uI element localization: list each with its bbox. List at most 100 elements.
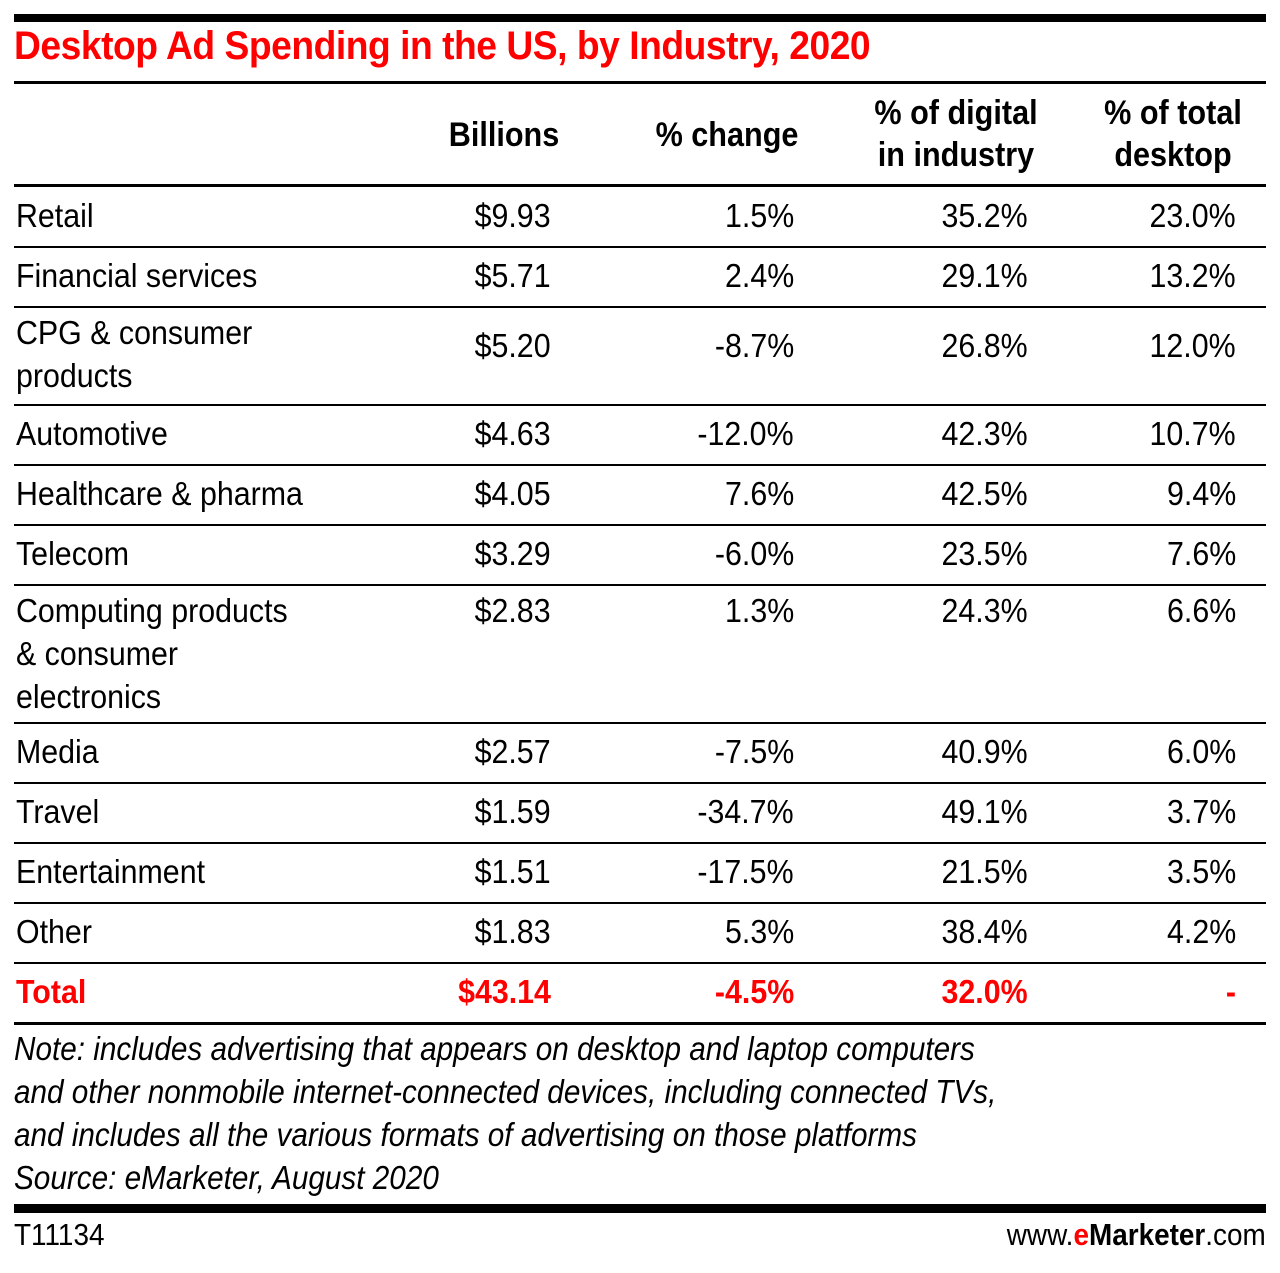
row-label: Entertainment (16, 850, 205, 893)
row-label: Telecom (16, 532, 129, 575)
note-line: and includes all the various formats of … (14, 1116, 918, 1153)
cell-billions: $43.14 (458, 973, 551, 1010)
cell-pct-change: -34.7% (697, 793, 794, 830)
cell-pct-change: -7.5% (714, 733, 794, 770)
cell-pct-change: -4.5% (714, 973, 794, 1010)
row-divider (14, 902, 1266, 904)
cell-pct-total-desktop: 3.5% (1166, 853, 1236, 890)
cell-pct-digital: 29.1% (941, 257, 1028, 294)
cell-pct-total-desktop: 9.4% (1166, 475, 1236, 512)
column-header: % of digital in industry (821, 92, 1091, 176)
row-label-line: & consumer (16, 635, 178, 672)
brand-e: e (1073, 1217, 1090, 1252)
cell-billions: $5.20 (475, 327, 551, 364)
cell-billions: $2.83 (475, 592, 551, 629)
table-row: Automotive $4.63 -12.0% 42.3% 10.7% (14, 404, 1266, 464)
cell-pct-change: -12.0% (697, 415, 794, 452)
row-label-line: CPG & consumer (16, 314, 253, 351)
title-rule (14, 81, 1266, 84)
row-divider (14, 584, 1266, 586)
row-divider (14, 722, 1266, 724)
brand-prefix: www. (1007, 1217, 1074, 1252)
cell-pct-total-desktop: 13.2% (1149, 257, 1236, 294)
row-divider (14, 306, 1266, 308)
row-label-line: Travel (16, 793, 100, 830)
column-header-line: % of total (1104, 94, 1242, 132)
table-row: CPG & consumer products $5.20 -8.7% 26.8% 12.… (14, 306, 1266, 404)
table-row: Media $2.57 -7.5% 40.9% 6.0% (14, 722, 1266, 782)
cell-billions: $3.29 (475, 535, 551, 572)
table-row: Financial services $5.71 2.4% 29.1% 13.2% (14, 246, 1266, 306)
row-label-line: Entertainment (16, 853, 206, 890)
cell-pct-digital: 49.1% (941, 793, 1028, 830)
row-label-line: Healthcare & pharma (16, 475, 303, 512)
row-label-line: Retail (16, 197, 94, 234)
row-label-line: products (16, 357, 133, 394)
cell-billions: $5.71 (475, 257, 551, 294)
cell-pct-total-desktop: 3.7% (1166, 793, 1236, 830)
cell-billions: $1.51 (475, 853, 551, 890)
row-label: Travel (16, 790, 99, 833)
cell-billions: $1.59 (475, 793, 551, 830)
row-label: CPG & consumer products (16, 311, 252, 397)
row-divider (14, 464, 1266, 466)
row-label-line: Telecom (16, 535, 130, 572)
row-divider (14, 962, 1266, 964)
note-text: Note: includes advertising that appears … (14, 1027, 996, 1199)
table-row: Telecom $3.29 -6.0% 23.5% 7.6% (14, 524, 1266, 584)
cell-pct-digital: 26.8% (941, 327, 1028, 364)
column-header: % change (592, 114, 862, 156)
cell-pct-digital: 21.5% (941, 853, 1028, 890)
row-label-line: electronics (16, 678, 162, 715)
cell-pct-digital: 42.3% (941, 415, 1028, 452)
column-header: % of total desktop (1038, 92, 1280, 176)
row-label-line: Media (16, 733, 99, 770)
header-rule (14, 184, 1266, 187)
table-row: Computing products & consumer electronics $… (14, 584, 1266, 722)
bottom-rule (14, 1204, 1266, 1213)
table-row: Healthcare & pharma $4.05 7.6% 42.5% 9.4% (14, 464, 1266, 524)
cell-pct-change: 1.3% (724, 592, 794, 629)
column-header-line: % change (655, 116, 799, 154)
column-header-line: % of digital (874, 94, 1038, 132)
cell-pct-digital: 40.9% (941, 733, 1028, 770)
cell-billions: $2.57 (475, 733, 551, 770)
chart-title: Desktop Ad Spending in the US, by Indust… (14, 24, 871, 68)
cell-pct-change: 7.6% (724, 475, 794, 512)
cell-billions: $1.83 (475, 913, 551, 950)
total-row: Total $43.14 -4.5% 32.0% - (14, 962, 1266, 1022)
cell-pct-change: 2.4% (724, 257, 794, 294)
cell-pct-digital: 38.4% (941, 913, 1028, 950)
row-label: Total (16, 973, 87, 1010)
cell-pct-change: -17.5% (697, 853, 794, 890)
top-rule (14, 14, 1266, 22)
cell-pct-digital: 23.5% (941, 535, 1028, 572)
row-label-line: Financial services (16, 257, 258, 294)
column-header-line: desktop (1114, 136, 1232, 174)
cell-billions: $4.63 (475, 415, 551, 452)
cell-pct-total-desktop: - (1225, 973, 1236, 1010)
cell-pct-total-desktop: 4.2% (1166, 913, 1236, 950)
cell-pct-digital: 24.3% (941, 592, 1028, 629)
cell-pct-total-desktop: 10.7% (1149, 415, 1236, 452)
row-label-line: Automotive (16, 415, 168, 452)
brand-main: Marketer (1089, 1217, 1206, 1252)
cell-pct-change: 1.5% (724, 197, 794, 234)
table-row: Travel $1.59 -34.7% 49.1% 3.7% (14, 782, 1266, 842)
source-line: Source: eMarketer, August 2020 (14, 1159, 439, 1196)
row-divider (14, 842, 1266, 844)
cell-pct-total-desktop: 23.0% (1149, 197, 1236, 234)
brand-logo: www.eMarketer.com (1007, 1217, 1266, 1253)
table-row: Other $1.83 5.3% 38.4% 4.2% (14, 902, 1266, 962)
row-divider (14, 1022, 1266, 1025)
cell-pct-digital: 35.2% (941, 197, 1028, 234)
cell-pct-digital: 42.5% (941, 475, 1028, 512)
note-line: and other nonmobile internet-connected d… (14, 1073, 997, 1110)
row-label: Retail (16, 194, 94, 237)
cell-pct-digital: 32.0% (941, 973, 1028, 1010)
note-line: Note: includes advertising that appears … (14, 1030, 975, 1067)
row-divider (14, 524, 1266, 526)
row-label-line: Computing products (16, 592, 288, 629)
cell-billions: $4.05 (475, 475, 551, 512)
row-divider (14, 246, 1266, 248)
